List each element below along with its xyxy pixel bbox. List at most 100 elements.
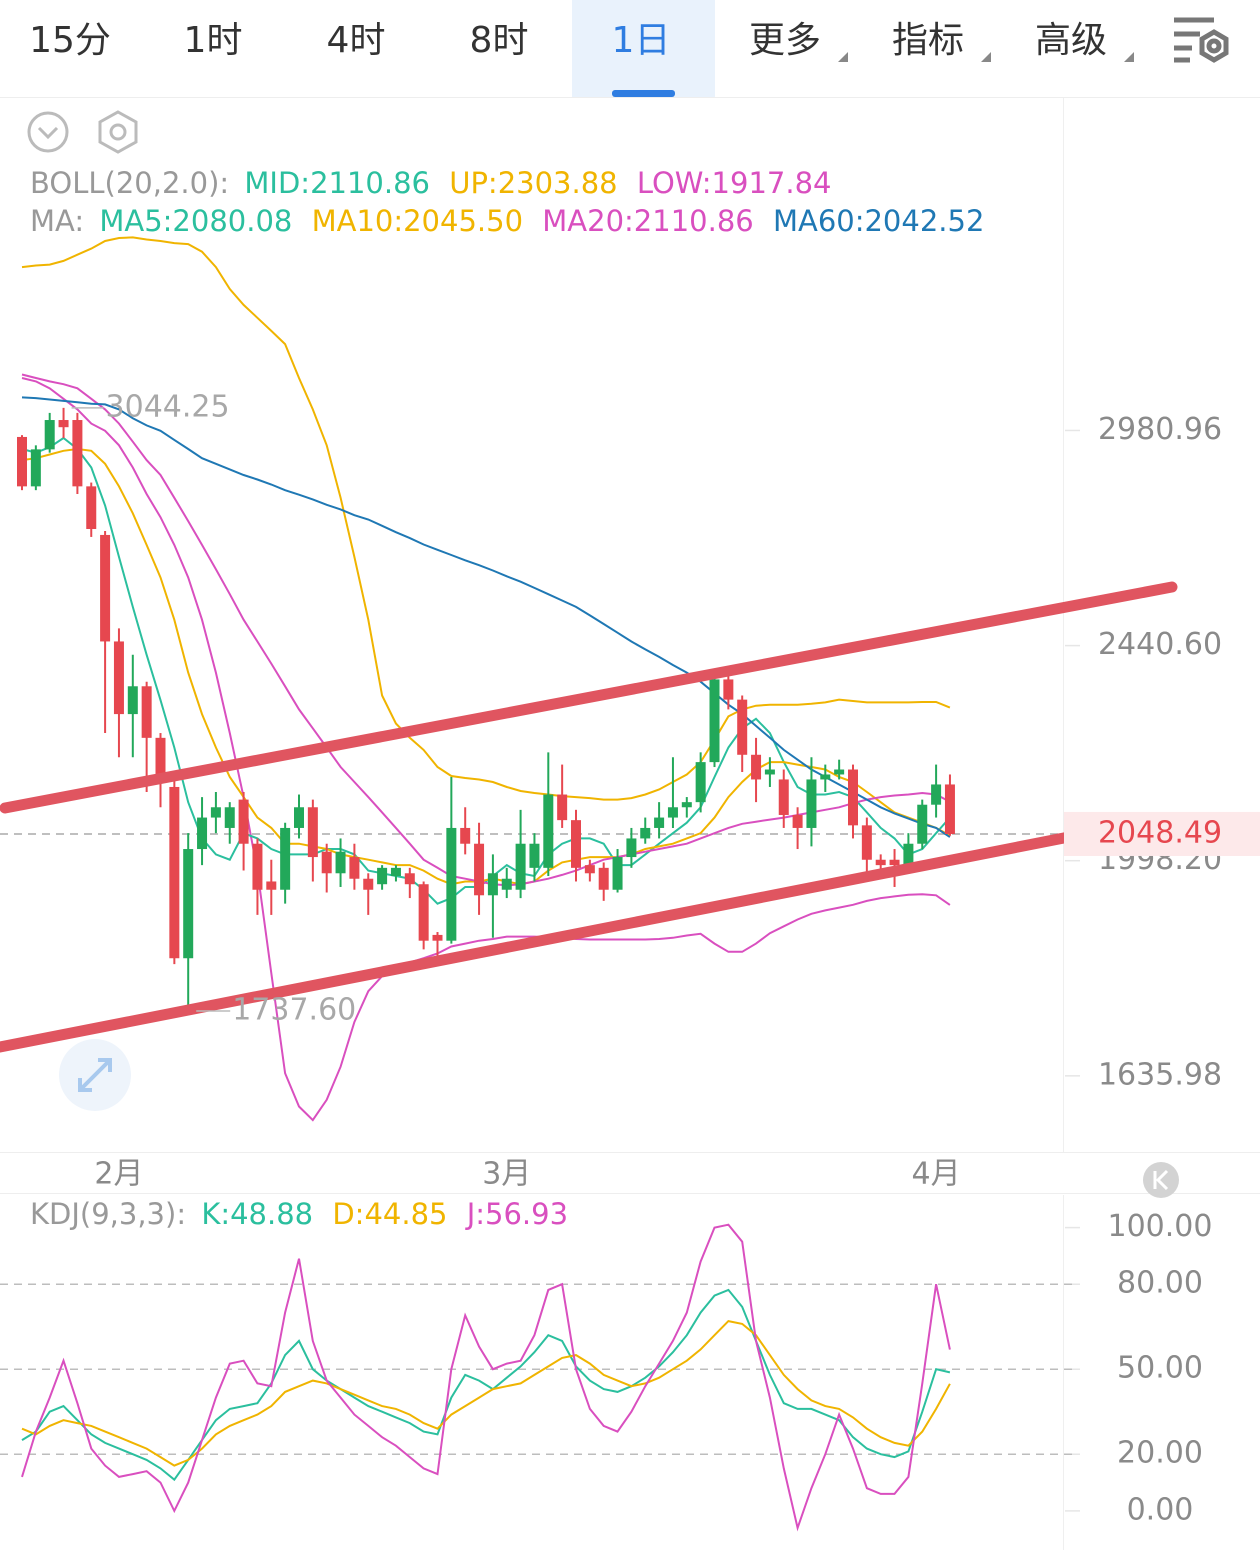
tab[interactable]: 高级 [1035,20,1107,61]
tab[interactable]: 指标 [892,20,964,61]
min-label: 1737.60 [232,993,356,1028]
candle-body [723,679,734,700]
y-tick-label: 2440.60 [1098,627,1222,662]
candle-body [460,827,471,844]
candle-body [377,867,388,885]
candle-body [654,817,665,828]
kdj-line [21,1223,951,1532]
candle-body [197,817,208,850]
trend-line [0,820,1131,1053]
tab[interactable]: 1日 [612,20,671,61]
candle-body [764,769,775,775]
dropdown-caret [981,52,991,62]
candle-body [626,838,637,858]
candle-body [72,420,83,487]
y-tick-label: 80.00 [1117,1266,1203,1301]
legend-label: KDJ(9,3,3): [30,1197,186,1231]
legend-item: MA60:2042.52 [773,204,984,238]
legend-item: MID:2110.86 [244,166,430,200]
candle-body [667,807,678,818]
candle-body [640,827,651,839]
indicator-settings-icon[interactable] [98,110,138,154]
active-tab-indicator [612,90,675,97]
y-tick-label: 20.00 [1117,1436,1203,1471]
candle-body [155,737,166,777]
active-tab-bg [572,0,715,97]
candle-body [432,934,443,941]
tab[interactable]: 15分 [29,20,111,61]
candle-body [100,534,111,642]
candle-body [695,762,706,803]
ma-line [21,436,951,905]
candle-body [363,878,374,890]
candle-body [834,769,845,775]
settings-icon[interactable] [1174,17,1229,63]
candle-body [889,859,900,866]
candle-body [266,881,277,890]
max-label: 3044.25 [106,389,230,424]
candle-body [307,807,318,858]
candle-body [543,794,554,868]
trend-line [0,581,1178,814]
tab[interactable]: 4时 [327,20,386,61]
candle-body [820,774,831,780]
tab[interactable]: 1时 [184,20,243,61]
candle-body [584,865,595,874]
candle-body [446,827,457,941]
legend-item: LOW:1917.84 [637,166,832,200]
candle-body [917,804,928,844]
candle-body [30,449,41,487]
x-tick-label: 2月 [94,1157,143,1192]
candle-body [224,807,235,828]
candle-body [501,878,512,890]
fullscreen-button[interactable] [59,1039,131,1111]
y-tick-label: 0.00 [1127,1492,1194,1527]
candle-body [113,641,124,715]
grid-layer [0,429,1080,1512]
kdj-line [21,1320,951,1467]
candle-body [598,867,609,890]
ma-legend: MA: MA5:2080.08 MA10:2045.50 MA20:2110.8… [30,204,984,238]
dropdown-caret [838,52,848,62]
tab[interactable]: 8时 [470,20,529,61]
candle-body [709,679,720,763]
kdj-legend: KDJ(9,3,3): K:48.88 D:44.85 J:56.93 [30,1197,568,1231]
boll-legend: BOLL(20,2.0): MID:2110.86 UP:2303.88 LOW… [30,166,831,200]
candle-body [806,779,817,828]
candle-body [944,784,955,834]
candle-body [86,486,97,529]
candle-body [44,420,55,450]
candle-body [861,825,872,860]
tab[interactable]: 更多 [749,20,821,61]
legend-label: BOLL(20,2.0): [30,166,229,200]
candle-body [17,436,27,487]
boll-line [21,377,951,1122]
candle-body [487,873,498,896]
candle-body [515,843,526,890]
scroll-to-start-button[interactable] [1143,1162,1179,1198]
candle-body [681,802,692,808]
y-tick-label: 50.00 [1117,1351,1203,1386]
candle-body [390,867,401,877]
boll-line [21,236,951,801]
candle-body [737,699,748,755]
last-price-bg [1064,811,1260,856]
candle-body [557,794,568,821]
tab-bar: 15分 1时 4时 8时 1日 更多 指标 高级 [0,0,1260,98]
candle-body [141,686,152,738]
legend-label: MA: [30,204,84,238]
y-tick-label: 2980.96 [1098,412,1222,447]
legend-item: K:48.88 [201,1197,313,1231]
collapse-icon[interactable] [27,111,69,153]
y-tick-label: 1635.98 [1098,1057,1222,1092]
legend-item: MA20:2110.86 [542,204,753,238]
candle-body [169,786,180,959]
x-tick-label: 4月 [912,1157,961,1192]
candle-layer [17,407,955,1012]
candle-body [349,857,360,879]
candle-body [903,843,914,866]
legend-item: MA10:2045.50 [312,204,523,238]
